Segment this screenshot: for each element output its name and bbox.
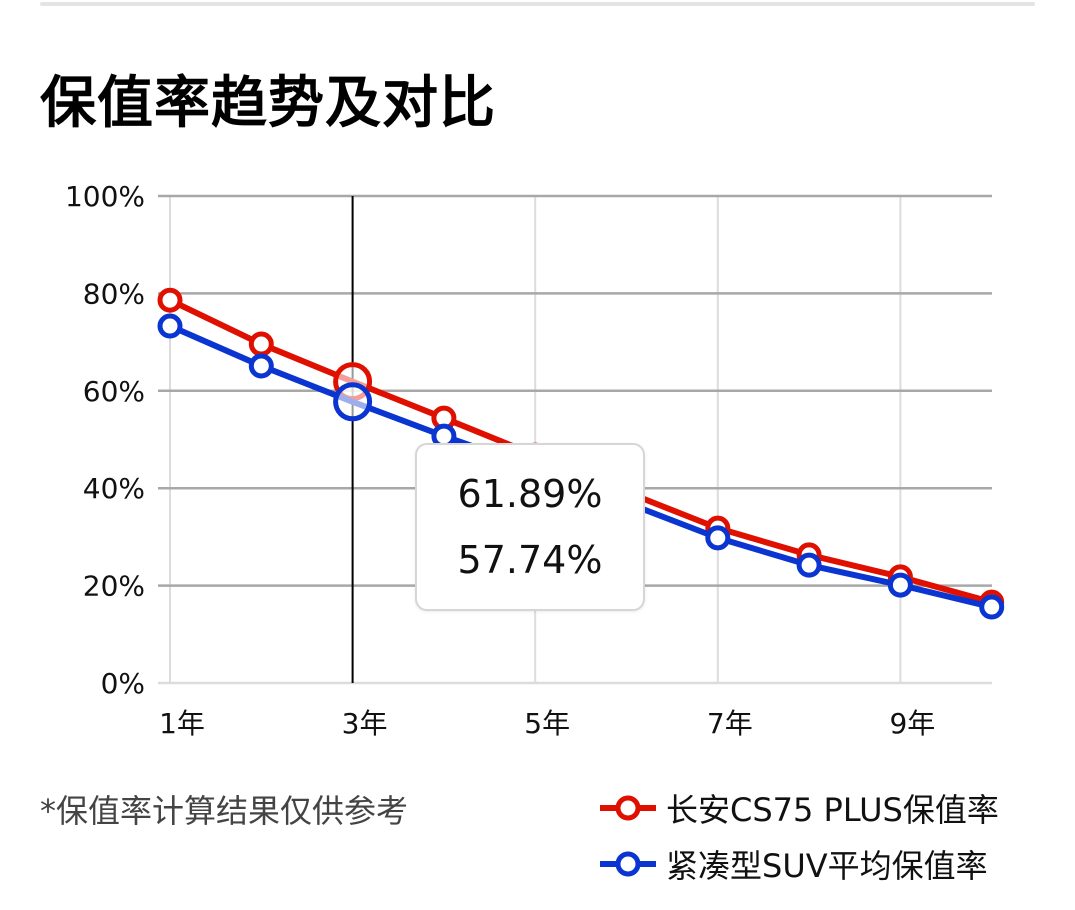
top-divider	[40, 2, 1035, 6]
x-tick-label: 9年	[889, 707, 935, 740]
red-line-marker-icon	[600, 795, 656, 821]
y-tick-label: 100%	[65, 180, 145, 213]
legend-label: 紧凑型SUV平均保值率	[666, 847, 988, 885]
x-tick-label: 5年	[524, 707, 570, 740]
y-tick-label: 60%	[83, 375, 145, 408]
data-point-marker[interactable]	[796, 552, 822, 578]
data-point-marker[interactable]	[979, 594, 1005, 620]
line-chart[interactable]: 0% 20% 40% 60% 80% 100% 1年 3年 5年 7年 9年	[0, 0, 1075, 760]
y-tick-label: 80%	[83, 277, 145, 310]
y-tick-label: 0%	[101, 667, 145, 700]
y-axis: 0% 20% 40% 60% 80% 100%	[65, 180, 145, 700]
data-point-marker[interactable]	[705, 525, 731, 551]
x-axis: 1年 3年 5年 7年 9年	[159, 707, 935, 740]
data-point-marker[interactable]	[887, 572, 913, 598]
y-tick-label: 20%	[83, 570, 145, 603]
chart-legend: 长安CS75 PLUS保值率 紧凑型SUV平均保值率	[598, 780, 999, 892]
legend-item-suv-average[interactable]: 紧凑型SUV平均保值率	[598, 836, 999, 892]
x-tick-label: 7年	[707, 707, 753, 740]
x-tick-label: 3年	[342, 707, 388, 740]
data-tooltip: 61.89% 57.74%	[415, 443, 645, 611]
legend-label: 长安CS75 PLUS保值率	[666, 791, 999, 829]
tooltip-value-suv-avg: 57.74%	[457, 538, 603, 582]
data-point-marker[interactable]	[157, 287, 183, 313]
data-point-marker[interactable]	[248, 331, 274, 357]
blue-line-marker-icon	[600, 851, 656, 877]
y-tick-label: 40%	[83, 472, 145, 505]
data-point-marker[interactable]	[333, 382, 373, 422]
chart-title: 保值率趋势及对比	[40, 71, 496, 136]
disclaimer-note: *保值率计算结果仅供参考	[40, 792, 409, 830]
data-point-marker[interactable]	[248, 353, 274, 379]
tooltip-value-cs75: 61.89%	[457, 472, 603, 516]
data-point-marker[interactable]	[157, 313, 183, 339]
legend-item-cs75[interactable]: 长安CS75 PLUS保值率	[598, 780, 999, 836]
x-tick-label: 1年	[159, 707, 205, 740]
